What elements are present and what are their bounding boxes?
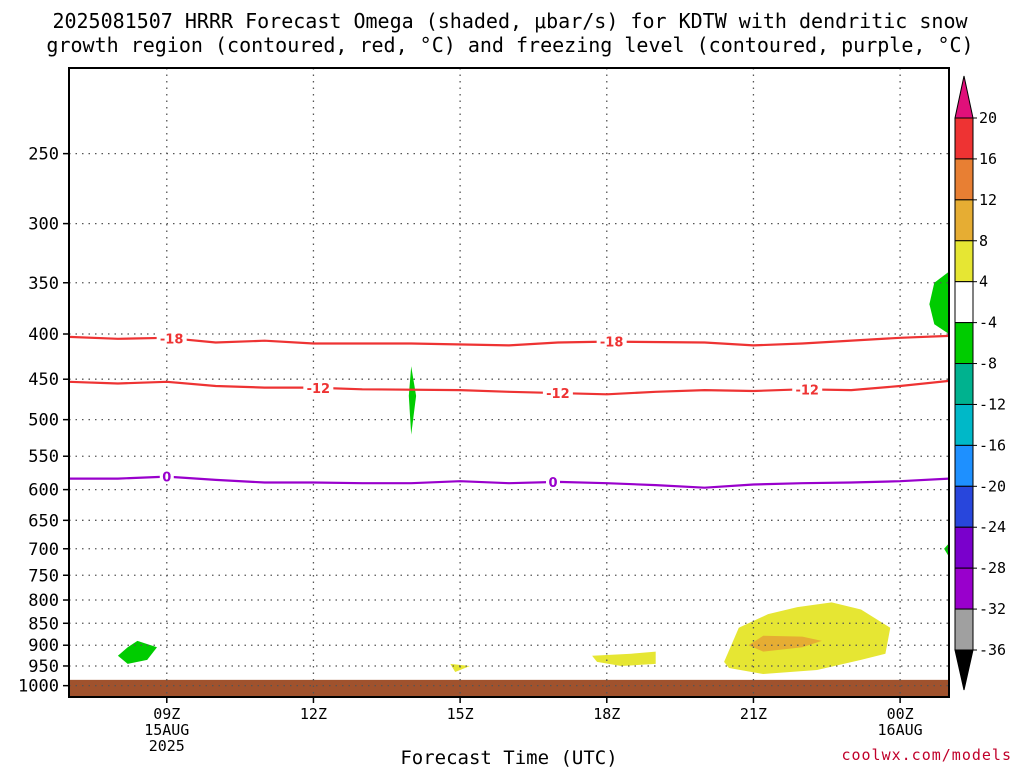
x-tick-label-9-2: 2025	[149, 737, 185, 755]
y-tick-label-450: 450	[28, 370, 59, 390]
contour-label-bg-0-0	[156, 330, 187, 346]
contour-label-1-0: -12	[307, 382, 331, 397]
contour-label-2-1: 0	[548, 476, 557, 491]
y-tick-label-500: 500	[28, 411, 59, 431]
y-tick-label-750: 750	[28, 566, 59, 586]
y-tick-label-700: 700	[28, 540, 59, 560]
grid-lines	[69, 68, 949, 697]
x-tick-label-12-0: 12Z	[300, 705, 327, 723]
omega-region-5	[592, 651, 656, 666]
x-axis-label: Forecast Time (UTC)	[400, 747, 617, 768]
omega-region-1	[408, 366, 417, 435]
colorbar-bin-1	[954, 158, 974, 201]
colorbar-tick-label-6: -8	[979, 355, 997, 373]
omega-region-0	[117, 640, 157, 664]
plot-frame	[68, 67, 950, 698]
y-tick-label-550: 550	[28, 447, 59, 467]
chart-title-line2: growth region (contoured, red, °C) and f…	[46, 33, 973, 57]
colorbar-bin-2	[954, 199, 974, 242]
y-tick-label-900: 900	[28, 636, 59, 656]
colorbar-tick-label-2: 12	[979, 191, 997, 209]
y-tick-label-850: 850	[28, 614, 59, 634]
colorbar-tick-label-4: 4	[979, 273, 988, 291]
colorbar-bottom-arrow	[954, 649, 974, 691]
colorbar-tick-label-10: -24	[979, 518, 1006, 536]
omega-region-7	[748, 635, 822, 652]
y-tick-label-800: 800	[28, 591, 59, 611]
y-tick-label-250: 250	[28, 145, 59, 165]
colorbar-top-arrow	[954, 75, 974, 119]
contour-line-0	[69, 475, 950, 489]
credit-text: coolwx.com/models	[841, 746, 1012, 764]
contour-label-bg-2-1	[546, 473, 560, 489]
colorbar-tick-label-13: -36	[979, 641, 1006, 659]
chart-title-line1: 2025081507 HRRR Forecast Omega (shaded, …	[52, 9, 968, 33]
omega-region-3	[944, 543, 949, 557]
colorbar-bin-9	[954, 485, 974, 528]
colorbar-tick-label-3: 8	[979, 232, 988, 250]
x-tick-label-21-0: 21Z	[740, 705, 767, 723]
contour-label-bg-1-0	[303, 379, 334, 395]
contour-label-1-2: -12	[795, 383, 819, 398]
omega-region-4	[450, 663, 470, 672]
omega-shading	[69, 271, 949, 697]
colorbar-tick-label-8: -16	[979, 436, 1006, 454]
colorbar-tick-label-12: -32	[979, 600, 1006, 618]
contour-label-bg-2-0	[159, 468, 174, 484]
colorbar-tick-label-11: -28	[979, 559, 1006, 577]
colorbar-bin-5	[954, 322, 974, 365]
contour-label-0-0: -18	[160, 332, 184, 347]
y-tick-label-350: 350	[28, 274, 59, 294]
x-tick-label-18-0: 18Z	[593, 705, 620, 723]
colorbar-bin-10	[954, 526, 974, 569]
x-tick-label-24-1: 16AUG	[878, 721, 923, 739]
contour-lines: -18 -18 -12 -12 -12 0 0	[68, 330, 950, 491]
colorbar-tick-label-5: -4	[979, 314, 997, 332]
x-tick-label-24-0: 00Z	[887, 705, 914, 723]
y-tick-label-400: 400	[28, 325, 59, 345]
contour-line--18	[68, 334, 950, 347]
x-tick-label-15-0: 15Z	[447, 705, 474, 723]
y-tick-label-600: 600	[28, 481, 59, 501]
colorbar-bin-11	[954, 567, 974, 610]
x-tick-label-9-0: 09Z	[153, 705, 180, 723]
y-tick-label-1000: 1000	[18, 677, 59, 697]
colorbar-bin-0	[954, 117, 974, 160]
contour-label-bg-1-2	[792, 381, 823, 397]
ground-surface	[69, 679, 949, 697]
colorbar-bin-8	[954, 444, 974, 487]
y-tick-label-650: 650	[28, 511, 59, 531]
colorbar: 20 16 12 8 4 -4 -8 -12 -16 -20 -24 -28 -32 -36	[954, 75, 1006, 691]
x-tick-label-9-1: 15AUG	[144, 721, 189, 739]
y-axis-ticks: 2503003504004505005506006507007508008509…	[18, 145, 69, 697]
colorbar-bin-3	[954, 240, 974, 283]
y-tick-label-950: 950	[28, 657, 59, 677]
colorbar-bin-4	[954, 281, 974, 324]
colorbar-tick-label-7: -12	[979, 395, 1006, 413]
contour-label-bg-0-1	[596, 333, 627, 349]
contour-label-0-1: -18	[600, 336, 624, 351]
omega-region-2	[929, 271, 949, 334]
colorbar-bin-7	[954, 403, 974, 446]
colorbar-bin-12	[954, 608, 974, 651]
colorbar-bin-6	[954, 363, 974, 405]
colorbar-tick-label-9: -20	[979, 477, 1006, 495]
contour-label-2-0: 0	[162, 471, 171, 486]
y-tick-label-300: 300	[28, 215, 59, 235]
colorbar-tick-label-0: 20	[979, 109, 997, 127]
contour-label-1-1: -12	[546, 387, 570, 402]
contour-label-bg-1-1	[542, 385, 573, 401]
colorbar-tick-label-1: 16	[979, 150, 997, 168]
